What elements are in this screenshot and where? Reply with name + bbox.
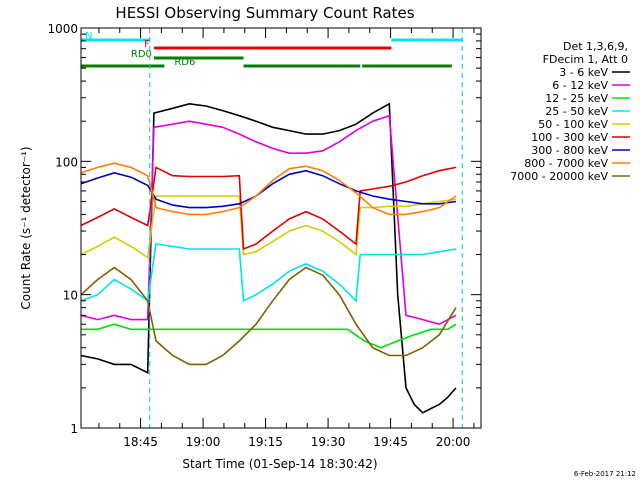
x-tick-label-5: 20:00 — [436, 435, 471, 449]
legend-label-4: 50 - 100 keV — [538, 118, 608, 131]
y-tick-label-0: 1 — [70, 422, 78, 436]
y-tick-label-2: 100 — [55, 155, 78, 169]
x-tick-label-0: 18:45 — [123, 435, 158, 449]
legend-label-1: 6 - 12 keV — [552, 79, 608, 92]
axis-layer: 1 10 100 1000 18:45 19:00 19:15 19:30 19:45 20:00 — [47, 22, 481, 449]
x-tick-label-3: 19:30 — [311, 435, 346, 449]
series-line-6 — [81, 169, 457, 209]
x-tick-label-2: 19:15 — [248, 435, 283, 449]
y-tick-label-3: 1000 — [47, 22, 78, 36]
series-layer — [81, 102, 457, 414]
x-tick-label-4: 19:45 — [373, 435, 408, 449]
legend-header-0: Det 1,3,6,9, — [563, 40, 628, 53]
series-line-2 — [81, 323, 457, 349]
series-line-8 — [81, 266, 457, 366]
legend-label-0: 3 - 6 keV — [559, 66, 608, 79]
flag-label-n: N — [85, 31, 92, 42]
legend-label-3: 25 - 50 keV — [545, 105, 608, 118]
series-line-7 — [81, 162, 457, 216]
legend-label-2: 12 - 25 keV — [545, 92, 608, 105]
y-tick-label-1: 10 — [63, 289, 78, 303]
legend-label-6: 300 - 800 keV — [531, 144, 608, 157]
x-tick-label-1: 19:00 — [186, 435, 221, 449]
flag-label-rd0: RD0 — [131, 49, 152, 60]
marker-layer — [149, 28, 463, 428]
flag-label-f: F — [144, 39, 150, 50]
chart-title: HESSI Observing Summary Count Rates — [115, 4, 414, 22]
series-line-4 — [81, 195, 457, 259]
series-line-0 — [81, 102, 457, 414]
legend-label-8: 7000 - 20000 keV — [510, 170, 608, 183]
x-axis-label: Start Time (01-Sep-14 18:30:42) — [182, 457, 377, 471]
flag-label-rd6: RD6 — [174, 57, 195, 68]
timestamp: 6-Feb-2017 21:12 — [574, 470, 636, 478]
legend-label-5: 100 - 300 keV — [531, 131, 608, 144]
y-axis-label: Count Rate (s⁻¹ detector⁻¹) — [19, 146, 33, 309]
legend-header-1: FDecim 1, Att 0 — [543, 53, 628, 66]
legend-label-7: 800 - 7000 keV — [524, 157, 608, 170]
series-line-5 — [81, 166, 457, 251]
series-line-3 — [81, 243, 457, 303]
plot-frame — [80, 27, 482, 429]
series-line-1 — [81, 114, 457, 326]
